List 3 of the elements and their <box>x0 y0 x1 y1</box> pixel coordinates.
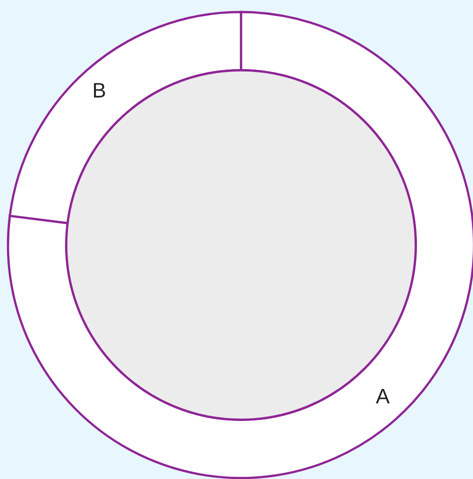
donut-slice <box>6 10 473 479</box>
slice-label: A <box>376 388 390 404</box>
slice-label: B <box>94 83 106 98</box>
